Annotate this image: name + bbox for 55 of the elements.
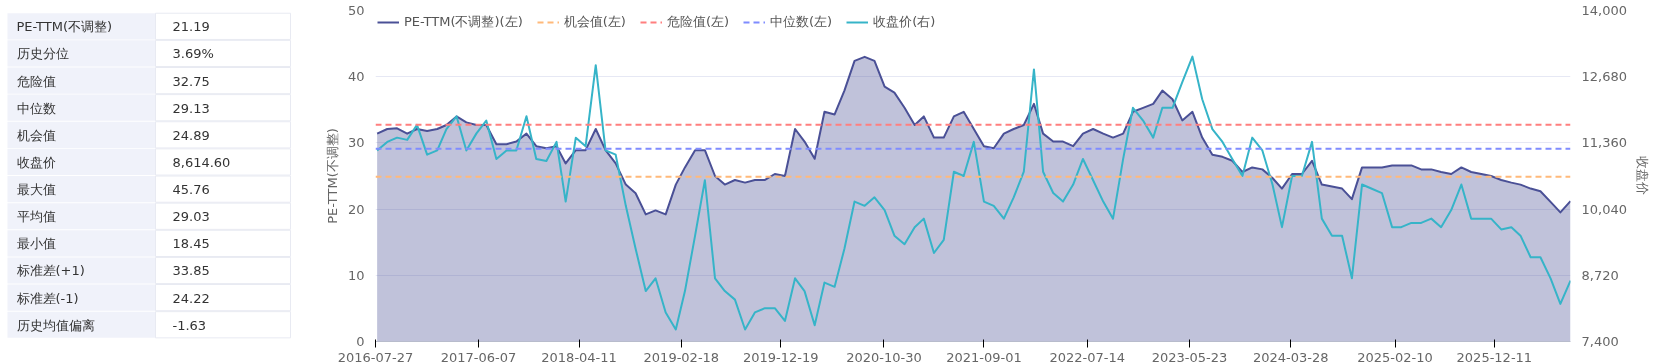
text: 机会值 [16,127,56,143]
x-tick-label: 2023-05-23 [1151,349,1228,364]
text: 24.89 [172,127,210,143]
text: 29.03 [172,209,210,225]
x-tick-label: 2024-03-28 [1253,349,1329,364]
text: PE-TTM(不调整) [16,19,113,35]
y-tick-label: 10 [347,267,365,283]
y2-tick-label: 14,000 [1581,3,1627,18]
legend-label: 中位数(左) [770,13,833,31]
text: 历史均值偏离 [16,317,95,333]
text: 收盘价 [16,154,56,170]
text: 32.75 [172,73,210,89]
y2-tick-label: 10,040 [1581,201,1627,217]
text: 3.69% [172,46,214,62]
x-tick-label: 2025-12-11 [1456,349,1533,364]
x-tick-label: 2025-02-10 [1357,349,1433,364]
text: 平均值 [16,209,56,225]
legend-label: 收盘价(右) [873,13,936,31]
text: 29.13 [172,100,210,116]
legend-label: PE-TTM(不调整)(左) [404,13,523,31]
y-tick-label: 40 [347,69,365,85]
text: 21.19 [172,19,210,35]
y2-tick-label: 8,720 [1581,267,1619,283]
y2-tick-label: 11,360 [1581,135,1627,151]
text: 33.85 [172,263,210,279]
y-tick-label: 0 [356,334,365,349]
text: 18.45 [172,236,210,252]
text: 历史分位 [16,46,69,62]
x-tick-label: 2019-12-19 [742,349,819,364]
y-tick-label: 20 [347,201,365,217]
y-tick-label: 50 [347,3,365,18]
legend-label: 危险值(左) [666,13,730,31]
text: 标准差(+1) [15,263,85,279]
text: 8,614.60 [172,154,231,170]
x-tick-label: 2016-07-27 [337,349,414,364]
text: 45.76 [172,182,210,198]
y2-axis-title: 收盘价 [1634,156,1650,196]
text: 中位数 [16,100,56,116]
text: 24.22 [172,290,210,306]
text: 标准差(-1) [15,290,79,306]
y-axis-title: PE-TTM(不调整) [324,128,340,224]
y-tick-label: 30 [347,135,365,151]
x-tick-label: 2021-09-01 [946,349,1022,364]
y2-tick-label: 12,680 [1581,69,1627,85]
text: 危险值 [16,73,56,89]
legend-label: 机会值(左) [563,13,626,31]
x-tick-label: 2017-06-07 [440,349,517,364]
text: -1.63 [172,317,207,333]
x-tick-label: 2020-10-30 [846,349,922,364]
y2-tick-label: 7,400 [1581,334,1619,349]
text: 最大值 [16,182,56,198]
x-tick-label: 2019-02-18 [643,349,720,364]
x-tick-label: 2018-04-11 [541,349,617,364]
text: 最小值 [16,236,56,252]
x-tick-label: 2022-07-14 [1049,349,1125,364]
